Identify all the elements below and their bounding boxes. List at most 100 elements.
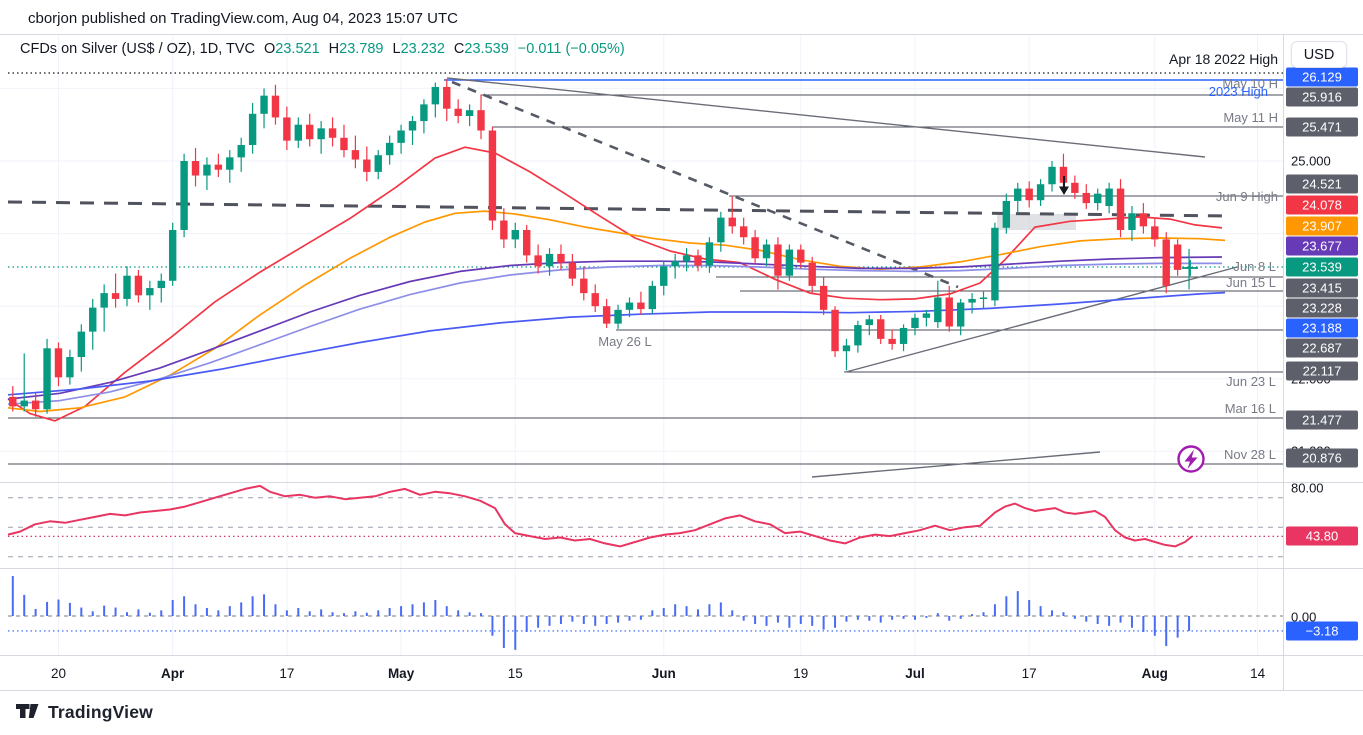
candle-body [591, 293, 599, 307]
annotation-label[interactable]: May 11 H [1223, 110, 1278, 125]
time-axis-label: Apr [161, 666, 185, 681]
candle-body [226, 157, 234, 170]
ma-orange-line [7, 210, 1226, 413]
down-arrow-head-icon [1059, 186, 1069, 195]
rsi-pane [7, 484, 1283, 558]
candle-body [705, 242, 714, 266]
candle-body [625, 302, 634, 310]
candle-body [340, 137, 348, 151]
price-axis-badge: 23.539 [1286, 257, 1358, 277]
candle-body [283, 117, 291, 141]
candle-body [363, 159, 371, 172]
candle-body [865, 319, 873, 326]
candle-body [808, 262, 816, 286]
candle-body [20, 400, 28, 407]
highlight-zone[interactable] [997, 214, 1076, 230]
candle-body [819, 285, 828, 310]
candle-body [1116, 188, 1125, 230]
candle-body [545, 253, 554, 267]
annotation-label[interactable]: May 10 H [1222, 76, 1278, 91]
annotation-label[interactable]: May 26 L [598, 334, 651, 349]
time-axis-label: 19 [793, 666, 808, 681]
price-axis[interactable]: 25.00022.00021.00080.000.0026.12925.9162… [1286, 67, 1358, 641]
annotation-label[interactable]: Jun 23 L [1226, 374, 1276, 389]
candle-body [168, 229, 177, 281]
price-axis-badge: 21.477 [1286, 410, 1358, 430]
candle-body [728, 217, 736, 227]
candle-body [1094, 193, 1102, 204]
currency-toggle-button[interactable]: USD [1291, 41, 1347, 68]
candle-body [854, 325, 862, 346]
price-axis-badge: −3.18 [1286, 621, 1358, 641]
candle-body [602, 306, 611, 324]
price-change: −0.011 (−0.05%) [517, 41, 625, 57]
legend-ohlc-key: H [328, 41, 340, 57]
candle-body [488, 130, 497, 221]
trendline-dashed-diagonal-trendline[interactable] [451, 80, 959, 289]
candle-body [888, 338, 896, 344]
attribution-text: cborjon published on TradingView.com, Au… [28, 10, 459, 27]
candle-body [214, 164, 223, 170]
histogram-pane [8, 576, 1283, 650]
candle-body [77, 331, 86, 358]
candle-body [523, 229, 531, 256]
candle-body [443, 86, 451, 109]
legend-ohlc-key: O [264, 41, 276, 57]
annotation-label[interactable]: Nov 28 L [1224, 447, 1276, 462]
annotation-label[interactable]: Mar 16 L [1225, 401, 1276, 416]
candle-body [1139, 213, 1148, 227]
trendline-ascending-trendline-lower[interactable] [811, 451, 1101, 478]
legend-ohlc-key: C [453, 41, 465, 57]
chart-markers [1059, 176, 1205, 473]
annotation-label[interactable]: Jun 9 High [1216, 189, 1278, 204]
candle-body [831, 309, 839, 352]
candle-body [717, 217, 725, 243]
time-axis-label: 14 [1250, 666, 1266, 681]
annotation-label[interactable]: 2023 High [1209, 84, 1268, 99]
candle-body [785, 249, 794, 276]
annotation-label[interactable]: Jun 15 L [1226, 275, 1276, 290]
trendline-ascending-trendline[interactable] [845, 266, 1238, 373]
candle-body [306, 124, 314, 140]
symbol-legend[interactable]: CFDs on Silver (US$ / OZ), 1D, TVC O23.52… [20, 41, 625, 57]
candle-body [54, 348, 63, 378]
svg-text:22.687: 22.687 [1302, 341, 1342, 356]
time-axis-label: May [388, 666, 415, 681]
candle-body [1002, 200, 1011, 228]
candle-body [294, 124, 302, 141]
candle-body [500, 220, 508, 240]
time-axis-label: Jun [652, 666, 676, 681]
svg-text:22.117: 22.117 [1303, 364, 1342, 379]
trendline-dashed-horizontal-level[interactable] [7, 200, 1229, 218]
price-axis-badge: 23.188 [1286, 318, 1358, 338]
annotation-label[interactable]: Jun 8 L [1233, 259, 1276, 274]
candle-body [146, 288, 154, 296]
candle-body [31, 400, 40, 410]
time-axis[interactable]: 20 Apr 17 May 15 Jun 19 Jul 17 Aug 14 [51, 666, 1266, 681]
candle-body [877, 319, 885, 339]
candle-body [397, 130, 405, 143]
svg-text:23.539: 23.539 [1302, 260, 1342, 275]
candle-body [203, 164, 211, 176]
legend-ohlc-key: L [392, 41, 401, 57]
legend-ohlc-value: 23.232 [400, 41, 445, 57]
time-axis-label: Jul [905, 666, 925, 681]
svg-text:23.677: 23.677 [1302, 239, 1342, 254]
candle-body [934, 297, 942, 323]
candle-body [1014, 188, 1022, 201]
svg-text:24.521: 24.521 [1302, 177, 1342, 192]
svg-text:21.477: 21.477 [1302, 413, 1342, 428]
candle-body [945, 297, 953, 327]
annotation-label[interactable]: Apr 18 2022 High [1169, 51, 1278, 67]
trendline-descending-trendline[interactable] [446, 77, 1206, 158]
price-axis-label: 0.00 [1291, 610, 1316, 625]
candle-body [557, 253, 565, 263]
candle-body [1036, 184, 1045, 201]
svg-text:23.907: 23.907 [1302, 219, 1342, 234]
candle-body [762, 244, 771, 259]
candle-body [1105, 188, 1113, 207]
candle-body [694, 255, 702, 266]
candle-body [408, 121, 417, 131]
tradingview-logo-icon[interactable] [16, 701, 41, 723]
